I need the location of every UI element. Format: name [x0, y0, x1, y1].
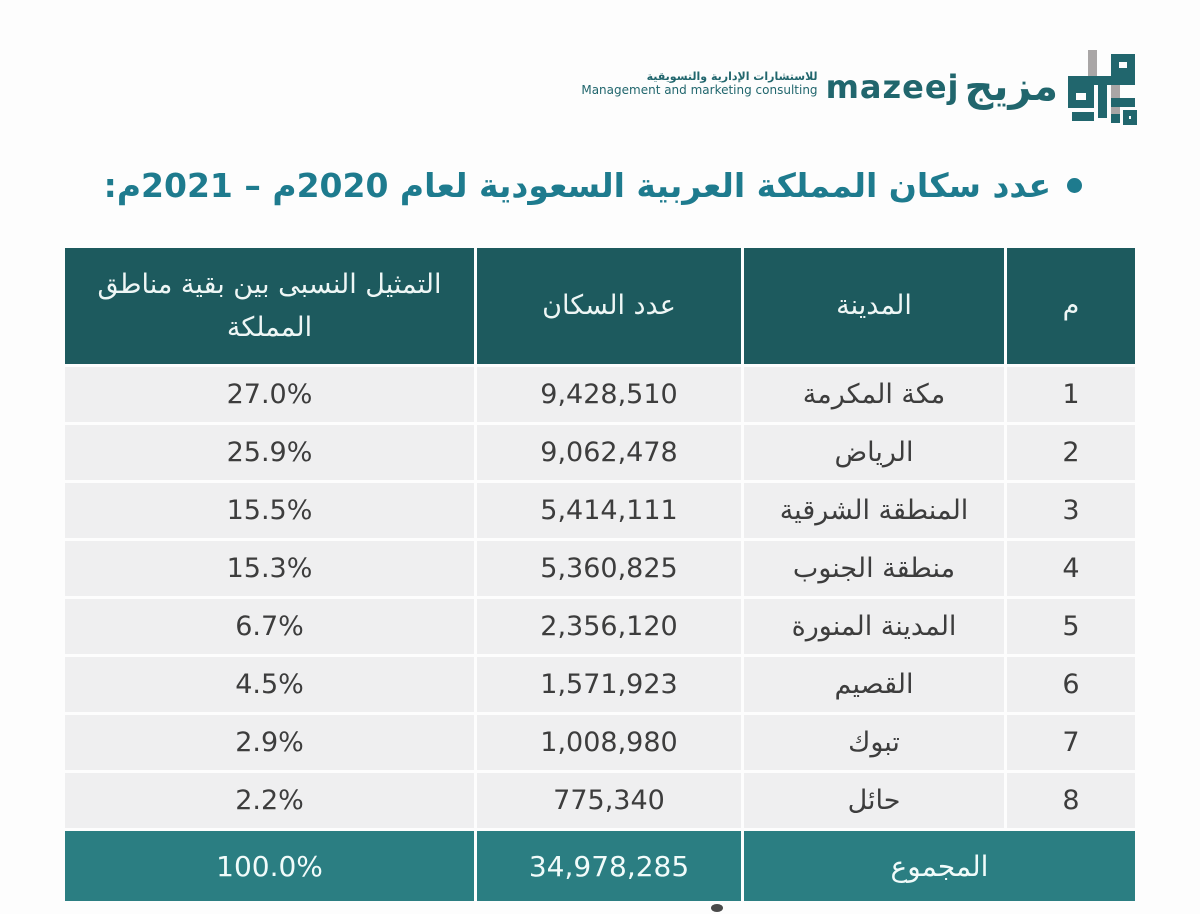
- population-table: م المدينة عدد السكان التمثيل النسبى بين …: [65, 248, 1135, 901]
- cell-population: 1,571,923: [477, 657, 741, 712]
- cell-share: 25.9%: [65, 425, 474, 480]
- cell-share: 2.2%: [65, 773, 474, 828]
- cell-index: 4: [1007, 541, 1135, 596]
- cell-index: 2: [1007, 425, 1135, 480]
- title-row: عدد سكان المملكة العربية السعودية لعام 2…: [104, 166, 1082, 205]
- table-header-share: التمثيل النسبى بين بقية مناطق المملكة: [65, 248, 474, 364]
- total-row-population: 34,978,285: [477, 831, 741, 901]
- total-row-label: المجموع: [744, 831, 1135, 901]
- brand-wordmark: mazeej مزيج: [826, 67, 1058, 107]
- logo-tagline-english: Management and marketing consulting: [581, 83, 818, 98]
- cell-population: 9,428,510: [477, 367, 741, 422]
- cell-city: مكة المكرمة: [744, 367, 1004, 422]
- cell-index: 7: [1007, 715, 1135, 770]
- total-row-share: 100.0%: [65, 831, 474, 901]
- cell-index: 8: [1007, 773, 1135, 828]
- cell-index: 3: [1007, 483, 1135, 538]
- cell-index: 5: [1007, 599, 1135, 654]
- cell-population: 5,360,825: [477, 541, 741, 596]
- cell-index: 1: [1007, 367, 1135, 422]
- brand-logo: للاستشارات الإدارية والتسويقية Managemen…: [581, 44, 1140, 130]
- cell-population: 5,414,111: [477, 483, 741, 538]
- table-header-city: المدينة: [744, 248, 1004, 364]
- cell-index: 6: [1007, 657, 1135, 712]
- cell-city: المدينة المنورة: [744, 599, 1004, 654]
- cell-city: المنطقة الشرقية: [744, 483, 1004, 538]
- cell-population: 1,008,980: [477, 715, 741, 770]
- cell-share: 2.9%: [65, 715, 474, 770]
- cell-city: منطقة الجنوب: [744, 541, 1004, 596]
- cell-population: 2,356,120: [477, 599, 741, 654]
- title-bullet-icon: [1067, 178, 1082, 193]
- stray-dot: [711, 904, 723, 912]
- cell-share: 6.7%: [65, 599, 474, 654]
- cell-city: تبوك: [744, 715, 1004, 770]
- brand-name-arabic: مزيج: [964, 64, 1059, 110]
- brand-name-latin: mazeej: [825, 68, 960, 106]
- cell-share: 27.0%: [65, 367, 474, 422]
- cell-share: 15.5%: [65, 483, 474, 538]
- logo-taglines: للاستشارات الإدارية والتسويقية Managemen…: [581, 70, 817, 99]
- cell-population: 9,062,478: [477, 425, 741, 480]
- table-header-population: عدد السكان: [477, 248, 741, 364]
- logo-tagline-arabic: للاستشارات الإدارية والتسويقية: [646, 69, 818, 83]
- page-title: عدد سكان المملكة العربية السعودية لعام 2…: [103, 166, 1051, 205]
- cell-city: القصيم: [744, 657, 1004, 712]
- cell-share: 4.5%: [65, 657, 474, 712]
- table-header-index: م: [1007, 248, 1135, 364]
- cell-population: 775,340: [477, 773, 741, 828]
- cell-city: حائل: [744, 773, 1004, 828]
- logo-mark-icon: [1068, 50, 1137, 125]
- cell-share: 15.3%: [65, 541, 474, 596]
- cell-city: الرياض: [744, 425, 1004, 480]
